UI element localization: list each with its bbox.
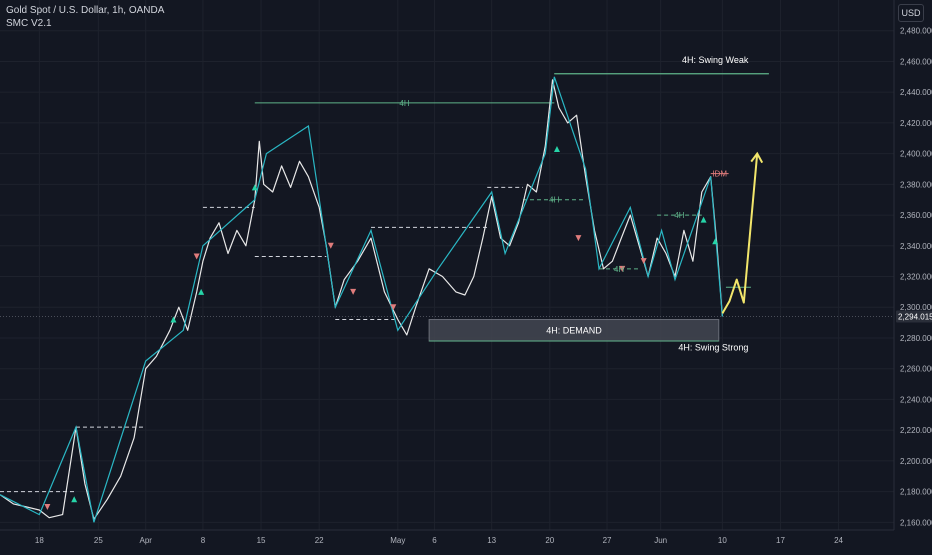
y-tick-label: 2,200.000 [900,457,932,466]
structure-level-label: 4H [674,211,684,220]
structure-level-label: 4H [614,265,624,274]
x-tick-label: 27 [603,536,612,545]
x-axis-panel [0,530,932,550]
chart-header: Gold Spot / U.S. Dollar, 1h, OANDA SMC V… [6,4,164,30]
structure-level-label: 4H [549,196,559,205]
x-tick-label: 6 [432,536,437,545]
structure-level-label: IDM [712,170,727,179]
annotation-label: 4H: Swing Weak [682,55,749,65]
x-tick-label: Apr [139,536,152,545]
x-tick-label: 17 [776,536,785,545]
x-tick-label: 20 [545,536,554,545]
y-tick-label: 2,420.000 [900,119,932,128]
x-tick-label: 18 [35,536,44,545]
x-tick-label: 25 [94,536,103,545]
bearish-marker [390,304,397,311]
bearish-marker [619,265,626,272]
bearish-marker [44,503,51,510]
price-series [0,79,723,520]
x-tick-label: May [390,536,405,545]
bearish-marker [350,288,357,295]
y-tick-label: 2,300.000 [900,303,932,312]
bullish-marker [71,496,78,503]
bullish-marker [170,316,177,323]
y-tick-label: 2,460.000 [900,57,932,66]
x-tick-label: Jun [654,536,667,545]
y-tick-label: 2,260.000 [900,365,932,374]
bullish-marker [712,238,719,245]
bullish-marker [251,184,258,191]
zigzag-line [0,76,723,523]
projection-arrowhead [750,151,764,164]
y-tick-label: 2,160.000 [900,518,932,527]
projection-path [721,153,759,314]
bearish-marker [327,242,334,249]
bullish-marker [700,216,707,223]
x-tick-label: 8 [201,536,206,545]
bearish-marker [575,235,582,242]
x-tick-label: 24 [834,536,843,545]
indicator-label[interactable]: SMC V2.1 [6,18,52,29]
demand-zone-label: 4H: DEMAND [546,325,602,335]
x-tick-label: 13 [487,536,496,545]
y-tick-label: 2,360.000 [900,211,932,220]
y-tick-label: 2,480.000 [900,27,932,36]
structure-level-label: 4H [399,99,409,108]
y-tick-label: 2,280.000 [900,334,932,343]
bullish-marker [198,288,205,295]
currency-button[interactable]: USD [898,4,924,22]
x-tick-label: 15 [257,536,266,545]
last-price-tag [896,310,932,323]
bearish-marker [640,258,647,265]
annotation-label: 4H: Swing Strong [678,342,748,352]
bearish-marker [193,253,200,260]
y-tick-label: 2,180.000 [900,488,932,497]
y-axis-panel [894,0,932,550]
y-tick-label: 2,340.000 [900,242,932,251]
y-tick-label: 2,400.000 [900,150,932,159]
y-tick-label: 2,440.000 [900,88,932,97]
x-tick-label: 22 [315,536,324,545]
symbol-title: Gold Spot / U.S. Dollar, 1h, OANDA [6,5,165,16]
y-tick-label: 2,380.000 [900,180,932,189]
y-tick-label: 2,240.000 [900,395,932,404]
bullish-marker [553,146,560,153]
x-tick-label: 10 [718,536,727,545]
y-tick-label: 2,320.000 [900,273,932,282]
last-price-label: 2,294.015 [898,312,932,321]
y-tick-label: 2,220.000 [900,426,932,435]
